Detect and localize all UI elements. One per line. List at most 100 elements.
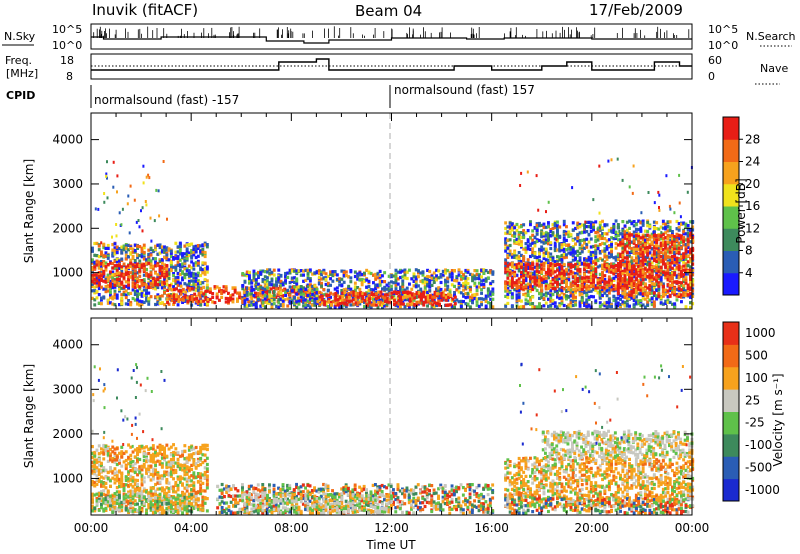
- range-cell: [553, 289, 557, 293]
- range-cell: [102, 254, 106, 258]
- range-cell: [160, 265, 164, 270]
- range-cell: [522, 229, 526, 233]
- range-cell: [421, 279, 425, 283]
- range-cell: [147, 282, 151, 286]
- range-cell: [544, 291, 548, 295]
- range-cell: [664, 231, 668, 235]
- range-cell: [538, 238, 541, 243]
- range-cell: [529, 296, 532, 300]
- range-cell: [158, 297, 162, 301]
- range-cell: [181, 300, 184, 304]
- range-cell: [259, 271, 263, 275]
- range-cell: [583, 238, 586, 242]
- range-cell: [196, 279, 200, 283]
- range-cell: [258, 292, 262, 296]
- range-cell: [250, 285, 254, 289]
- range-cell: [109, 279, 112, 283]
- range-cell: [100, 274, 103, 278]
- range-cell: [592, 267, 595, 271]
- range-cell: [190, 294, 194, 298]
- range-cell: [513, 263, 517, 267]
- range-cell: [439, 275, 443, 279]
- range-cell: [313, 300, 317, 304]
- range-cell: [340, 284, 344, 288]
- range-cell: [270, 283, 274, 287]
- range-cell: [293, 269, 296, 273]
- range-cell: [308, 305, 312, 309]
- range-cell: [203, 250, 207, 255]
- range-cell: [540, 245, 544, 249]
- range-cell: [429, 295, 432, 299]
- range-cell: [522, 305, 526, 309]
- range-cell: [538, 284, 541, 288]
- range-cell: [194, 272, 198, 276]
- range-cell: [466, 270, 470, 274]
- range-cell: [95, 282, 99, 286]
- range-cell: [192, 284, 196, 288]
- range-cell: [421, 270, 425, 274]
- range-cell: [261, 269, 265, 273]
- range-cell: [567, 268, 571, 272]
- range-cell: [353, 274, 357, 279]
- range-cell: [515, 266, 519, 270]
- range-cell: [174, 281, 178, 286]
- range-cell: [113, 266, 117, 270]
- range-cell: [320, 277, 323, 281]
- range-cell: [464, 268, 468, 273]
- range-cell: [556, 220, 559, 224]
- range-cell: [486, 301, 490, 305]
- range-cell: [220, 295, 224, 299]
- range-cell: [526, 229, 530, 233]
- range-cell: [412, 272, 416, 276]
- range-cell: [571, 290, 575, 294]
- range-cell: [257, 298, 260, 302]
- range-cell: [508, 271, 512, 275]
- range-cell: [329, 295, 332, 299]
- range-cell: [156, 300, 160, 305]
- range-cell: [109, 301, 112, 305]
- range-cell: [594, 257, 598, 261]
- range-cell: [571, 300, 575, 304]
- range-cell: [576, 239, 580, 243]
- range-cell: [542, 256, 546, 260]
- range-cell: [447, 292, 450, 296]
- range-cell: [529, 289, 532, 293]
- range-cell: [453, 269, 456, 273]
- range-cell: [538, 221, 541, 226]
- range-cell: [585, 220, 589, 224]
- range-cell: [142, 268, 146, 272]
- range-cell: [484, 299, 488, 303]
- range-cell: [299, 292, 303, 296]
- range-cell: [401, 282, 405, 286]
- range-cell: [266, 268, 269, 272]
- range-cell: [205, 243, 209, 247]
- range-cell: [396, 270, 400, 274]
- range-cell: [177, 289, 181, 293]
- range-cell: [489, 292, 493, 296]
- range-cell: [682, 260, 686, 264]
- range-cell: [621, 228, 625, 233]
- range-cell: [538, 279, 541, 283]
- range-cell: [435, 287, 438, 291]
- range-cell: [565, 243, 568, 247]
- range-cell: [520, 265, 523, 269]
- range-cell: [623, 304, 627, 308]
- range-cell: [576, 226, 580, 230]
- range-cell: [504, 294, 508, 298]
- range-cell: [571, 228, 575, 232]
- range-cell: [435, 303, 438, 308]
- range-cell: [430, 283, 434, 287]
- range-cell: [174, 250, 178, 254]
- range-cell: [455, 298, 459, 302]
- range-cell: [473, 283, 477, 287]
- range-cell: [349, 287, 353, 291]
- range-cell: [295, 287, 299, 292]
- range-cell: [124, 268, 128, 272]
- range-cell: [551, 258, 555, 262]
- range-cell: [616, 296, 620, 300]
- range-cell: [131, 274, 135, 279]
- range-cell: [304, 290, 308, 294]
- range-cell: [540, 263, 544, 267]
- range-cell: [592, 250, 595, 255]
